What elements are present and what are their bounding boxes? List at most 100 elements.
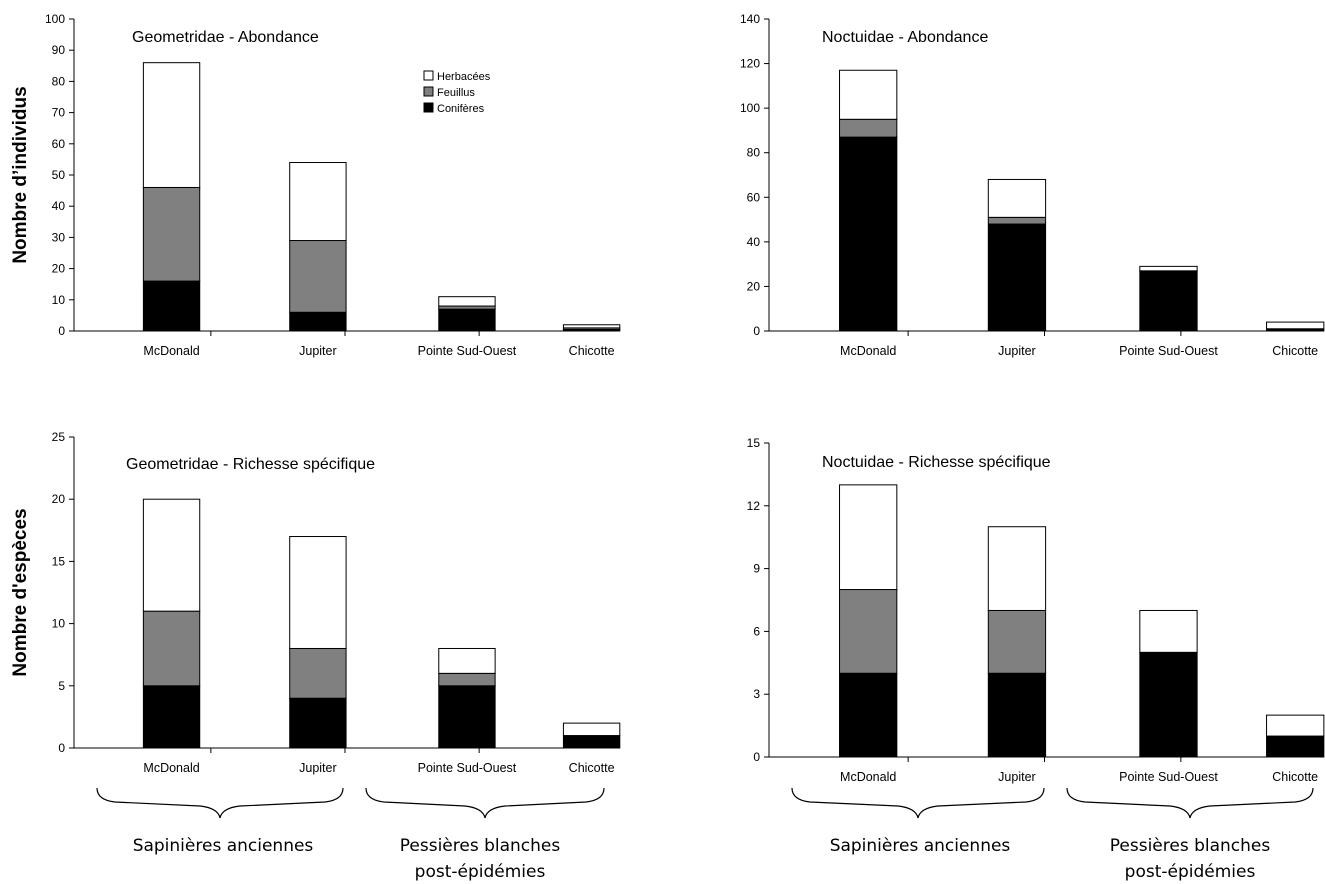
group-label-pessieres-line2-right: post-épidémies xyxy=(1125,862,1256,882)
y-tick-label: 60 xyxy=(52,137,66,151)
y-tick-label: 10 xyxy=(52,617,66,631)
bar-jupiter-herbacees xyxy=(289,162,347,242)
brace-right-bottom-left xyxy=(365,787,605,819)
y-tick-label: 20 xyxy=(52,492,66,506)
bar-pointe-sud-ouest-herbacees xyxy=(438,647,496,674)
bar-mcdonald-herbacees xyxy=(142,62,201,188)
category-label-jupiter: Jupiter xyxy=(998,770,1036,784)
y-tick-label: 0 xyxy=(58,324,65,338)
category-label-mcdonald: McDonald xyxy=(840,344,896,358)
bar-mcdonald-coniferes xyxy=(142,280,201,332)
bar-jupiter-herbacees xyxy=(987,526,1047,611)
category-label-pointe-sud-ouest: Pointe Sud-Ouest xyxy=(418,344,517,358)
legend: Herbacées Feuillus Conifères xyxy=(423,70,491,115)
group-label-sapinieres-right: Sapinières anciennes xyxy=(830,836,1011,856)
legend-swatch-herbacees xyxy=(423,70,434,81)
group-label-pessieres-line1-right: Pessières blanches xyxy=(1110,836,1271,856)
y-tick-label: 90 xyxy=(52,43,66,57)
y-tick-label: 40 xyxy=(747,235,761,249)
category-label-mcdonald: McDonald xyxy=(143,344,199,358)
bar-jupiter-coniferes xyxy=(289,697,347,749)
bar-pointe-sud-ouest-feuillus xyxy=(438,672,496,687)
y-tick-label: 15 xyxy=(747,436,761,450)
bar-mcdonald-feuillus xyxy=(839,589,898,674)
category-label-mcdonald: McDonald xyxy=(840,770,896,784)
y-tick-label: 9 xyxy=(753,562,760,576)
category-label-pointe-sud-ouest: Pointe Sud-Ouest xyxy=(1119,344,1218,358)
y-tick-label: 140 xyxy=(740,12,760,26)
bar-jupiter-herbacees xyxy=(289,536,347,649)
group-label-pessieres-line1-left: Pessières blanches xyxy=(400,836,561,856)
bar-pointe-sud-ouest-coniferes xyxy=(438,685,496,749)
y-tick-label: 0 xyxy=(753,324,760,338)
bar-mcdonald-feuillus xyxy=(839,118,898,138)
category-label-pointe-sud-ouest: Pointe Sud-Ouest xyxy=(418,761,517,775)
bar-jupiter-feuillus xyxy=(289,240,347,313)
y-tick-label: 30 xyxy=(52,230,66,244)
bar-chicotte-herbacees xyxy=(562,324,621,329)
chart-title: Noctuidae - Richesse spécifique xyxy=(822,454,1051,471)
y-tick-label: 20 xyxy=(747,279,761,293)
y-tick-label: 12 xyxy=(747,499,761,513)
bar-jupiter-feuillus xyxy=(987,216,1047,225)
bar-jupiter-feuillus xyxy=(289,647,347,699)
chart-noctuidae-richesse: 0 3 6 9 12 15 McDonald Jupiter Pointe Sud-Ouest C… xyxy=(747,436,1325,784)
y-tick-label: 0 xyxy=(753,750,760,764)
bar-jupiter-herbacees xyxy=(987,178,1047,218)
bar-jupiter-coniferes xyxy=(289,311,347,332)
category-label-jupiter: Jupiter xyxy=(299,761,337,775)
y-tick-label: 70 xyxy=(52,106,66,120)
bar-jupiter-coniferes xyxy=(987,672,1047,758)
bar-chicotte-coniferes xyxy=(562,735,621,749)
category-label-chicotte: Chicotte xyxy=(569,761,615,775)
bar-mcdonald-herbacees xyxy=(839,484,898,591)
y-tick-label: 100 xyxy=(740,101,760,115)
legend-label-herbacees: Herbacées xyxy=(437,71,491,83)
y-tick-label: 25 xyxy=(52,430,66,444)
legend-label-coniferes: Conifères xyxy=(437,103,485,115)
y-axis-label: Nombre d’individus xyxy=(10,86,31,263)
brace-left-bottom-left xyxy=(96,787,344,819)
chart-geometridae-abondance: 0 10 20 30 40 50 60 70 80 90 100 McDonald Jupiter Poi… xyxy=(10,12,621,358)
bar-mcdonald-herbacees xyxy=(839,69,898,120)
y-tick-label: 20 xyxy=(52,262,66,276)
y-tick-label: 15 xyxy=(52,554,66,568)
y-tick-label: 6 xyxy=(753,624,760,638)
y-tick-label: 100 xyxy=(45,12,65,26)
bar-mcdonald-feuillus xyxy=(142,610,201,687)
y-tick-label: 5 xyxy=(58,679,65,693)
y-tick-label: 0 xyxy=(58,741,65,755)
y-tick-label: 40 xyxy=(52,199,66,213)
category-label-pointe-sud-ouest: Pointe Sud-Ouest xyxy=(1119,770,1218,784)
category-label-mcdonald: McDonald xyxy=(143,761,199,775)
bar-chicotte-herbacees xyxy=(1266,321,1325,330)
legend-label-feuillus: Feuillus xyxy=(437,87,475,99)
bar-pointe-sud-ouest-herbacees xyxy=(1139,609,1198,653)
y-tick-label: 50 xyxy=(52,168,66,182)
chart-title: Geometridae - Abondance xyxy=(132,29,319,46)
bar-chicotte-coniferes xyxy=(1266,735,1325,758)
chart-geometridae-richesse: 0 5 10 15 20 25 McDonald Jupiter Pointe Sud-Oues… xyxy=(10,430,621,775)
chart-title: Noctuidae - Abondance xyxy=(822,29,988,46)
category-label-jupiter: Jupiter xyxy=(998,344,1036,358)
legend-swatch-coniferes xyxy=(423,102,434,113)
bar-pointe-sud-ouest-coniferes xyxy=(1139,651,1198,758)
category-label-chicotte: Chicotte xyxy=(1272,344,1318,358)
chart-title: Geometridae - Richesse spécifique xyxy=(126,456,375,473)
bar-mcdonald-coniferes xyxy=(839,136,898,332)
bar-chicotte-herbacees xyxy=(1266,714,1325,737)
group-label-sapinieres-left: Sapinières anciennes xyxy=(133,836,314,856)
group-label-pessieres-line2-left: post-épidémies xyxy=(415,862,546,882)
y-tick-label: 80 xyxy=(747,146,761,160)
category-label-jupiter: Jupiter xyxy=(299,344,337,358)
y-tick-label: 3 xyxy=(753,687,760,701)
brace-left-bottom-right xyxy=(791,787,1045,819)
chart-noctuidae-abondance: 0 20 40 60 80 100 120 140 McDonald Jupiter Pointe … xyxy=(740,12,1325,358)
bar-mcdonald-coniferes xyxy=(142,685,201,749)
legend-swatch-feuillus xyxy=(423,86,434,97)
bar-mcdonald-coniferes xyxy=(839,672,898,758)
y-tick-label: 60 xyxy=(747,190,761,204)
group-annotations: Sapinières anciennes Pessières blanches … xyxy=(96,787,1314,882)
y-axis-label: Nombre d'espèces xyxy=(10,508,31,676)
